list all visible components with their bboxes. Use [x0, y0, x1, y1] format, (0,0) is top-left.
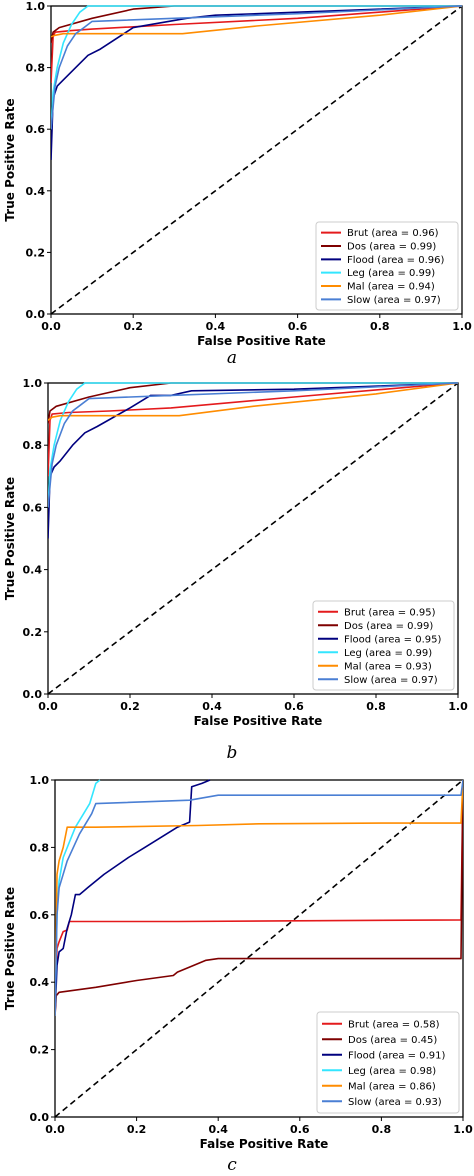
- roc-chart-c: 0.0 0.2 0.4 0.6 0.8 1.0 0.0 0.2 0.4 0.6 0.8 1.0 Fals…: [3, 774, 473, 1175]
- legend: Brut (area = 0.96) Dos (area = 0.99) Flood…: [315, 221, 459, 311]
- x-axis-label: False Positive Rate: [197, 334, 326, 348]
- legend-entry: Leg (area = 0.98): [348, 1066, 436, 1077]
- series-line-flood: [55, 779, 211, 1016]
- legend-entry: Brut (area = 0.95): [344, 607, 436, 618]
- x-tick-label: 0.0: [45, 1123, 65, 1136]
- legend-entry: Mal (area = 0.86): [348, 1081, 436, 1092]
- legend-entry: Slow (area = 0.97): [344, 675, 438, 686]
- subfigure-caption: b: [227, 743, 238, 763]
- x-axis-label: False Positive Rate: [194, 714, 323, 728]
- y-tick-label: 0.2: [30, 1044, 50, 1057]
- chance-diagonal: [50, 5, 463, 315]
- x-tick-label: 0.0: [41, 320, 61, 333]
- x-tick-label: 0.6: [290, 1123, 310, 1136]
- series-line-slow: [48, 382, 458, 508]
- y-tick-label: 0.6: [30, 909, 50, 922]
- legend-entry: Mal (area = 0.94): [347, 282, 435, 293]
- series-line-slow: [51, 5, 462, 130]
- x-tick-label: 0.2: [123, 320, 143, 333]
- x-tick-label: 0.6: [288, 320, 308, 333]
- y-tick-label: 0.2: [23, 626, 43, 639]
- chance-diagonal: [54, 779, 464, 1118]
- y-tick-label: 0.6: [23, 501, 43, 514]
- roc-chart-a: 0.0 0.2 0.4 0.6 0.8 1.0 0.0 0.2 0.4 0.6 0.8 1.0 Fals…: [3, 0, 472, 368]
- x-tick-label: 0.4: [206, 320, 226, 333]
- y-axis-label: True Positive Rate: [3, 477, 17, 600]
- legend-entry: Dos (area = 0.99): [347, 242, 436, 253]
- series-line-leg: [55, 779, 101, 1016]
- x-tick-label: 0.4: [202, 700, 222, 713]
- x-tick-label: 0.2: [127, 1123, 147, 1136]
- series-line-brut: [55, 779, 463, 1016]
- legend-box: [316, 1011, 460, 1114]
- x-tick-label: 1.0: [448, 700, 468, 713]
- legend-box: [315, 221, 459, 311]
- roc-chart-b: 0.0 0.2 0.4 0.6 0.8 1.0 0.0 0.2 0.4 0.6 0.8 1.0 Fals…: [3, 377, 468, 763]
- legend-entry: Leg (area = 0.99): [347, 268, 435, 279]
- series-line-flood: [48, 382, 458, 539]
- y-tick-label: 0.8: [23, 439, 43, 452]
- y-tick-label: 0.0: [23, 688, 43, 701]
- y-axis-label: True Positive Rate: [3, 98, 17, 221]
- plot-frame: [54, 779, 464, 1118]
- legend-entry: Slow (area = 0.93): [348, 1097, 442, 1108]
- series-line-mal: [48, 382, 458, 421]
- y-tick-label: 0.8: [30, 841, 50, 854]
- legend-box: [312, 600, 455, 691]
- y-tick-label: 0.4: [30, 976, 50, 989]
- legend-entry: Brut (area = 0.58): [348, 1019, 440, 1030]
- series-line-flood: [51, 5, 462, 161]
- x-tick-label: 0.8: [370, 320, 390, 333]
- y-tick-label: 0.4: [23, 564, 43, 577]
- series-line-mal: [55, 779, 463, 1016]
- legend-entry: Flood (area = 0.91): [348, 1050, 445, 1061]
- y-tick-label: 0.8: [26, 62, 46, 75]
- x-tick-label: 0.8: [366, 700, 386, 713]
- legend-entry: Slow (area = 0.97): [347, 295, 441, 306]
- legend-entry: Mal (area = 0.93): [344, 661, 432, 672]
- x-tick-label: 0.0: [38, 700, 58, 713]
- series-line-slow: [55, 779, 463, 1016]
- x-axis-label: False Positive Rate: [200, 1137, 329, 1151]
- legend-entry: Dos (area = 0.99): [344, 621, 433, 632]
- legend-entry: Flood (area = 0.95): [344, 634, 441, 645]
- x-tick-label: 0.6: [284, 700, 304, 713]
- legend: Brut (area = 0.95) Dos (area = 0.99) Flood…: [312, 600, 455, 691]
- y-tick-label: 0.4: [26, 185, 46, 198]
- legend: Brut (area = 0.58) Dos (area = 0.45) Flood…: [316, 1011, 460, 1114]
- y-tick-label: 1.0: [26, 0, 46, 13]
- y-tick-label: 0.0: [26, 308, 46, 321]
- y-tick-label: 1.0: [23, 377, 43, 390]
- y-tick-label: 1.0: [30, 774, 50, 787]
- y-tick-label: 0.0: [30, 1111, 50, 1124]
- x-tick-label: 1.0: [452, 320, 472, 333]
- x-tick-label: 0.2: [120, 700, 140, 713]
- series-line-leg: [51, 5, 462, 130]
- chance-diagonal: [47, 382, 459, 695]
- series-line-mal: [51, 5, 462, 38]
- x-tick-label: 0.8: [372, 1123, 392, 1136]
- series-line-dos: [51, 5, 462, 44]
- series-line-dos: [55, 779, 463, 1016]
- x-tick-label: 1.0: [453, 1123, 473, 1136]
- x-tick-label: 0.4: [208, 1123, 228, 1136]
- series-line-brut: [51, 5, 462, 84]
- legend-entry: Brut (area = 0.96): [347, 228, 439, 239]
- legend-entry: Dos (area = 0.45): [348, 1035, 437, 1046]
- subfigure-caption: c: [227, 1155, 237, 1175]
- legend-entry: Leg (area = 0.99): [344, 648, 432, 659]
- subfigure-caption: a: [227, 348, 237, 368]
- y-tick-label: 0.2: [26, 246, 46, 259]
- y-axis-label: True Positive Rate: [3, 887, 17, 1010]
- series-line-leg: [48, 382, 458, 508]
- legend-entry: Flood (area = 0.96): [347, 255, 444, 266]
- y-tick-label: 0.6: [26, 123, 46, 136]
